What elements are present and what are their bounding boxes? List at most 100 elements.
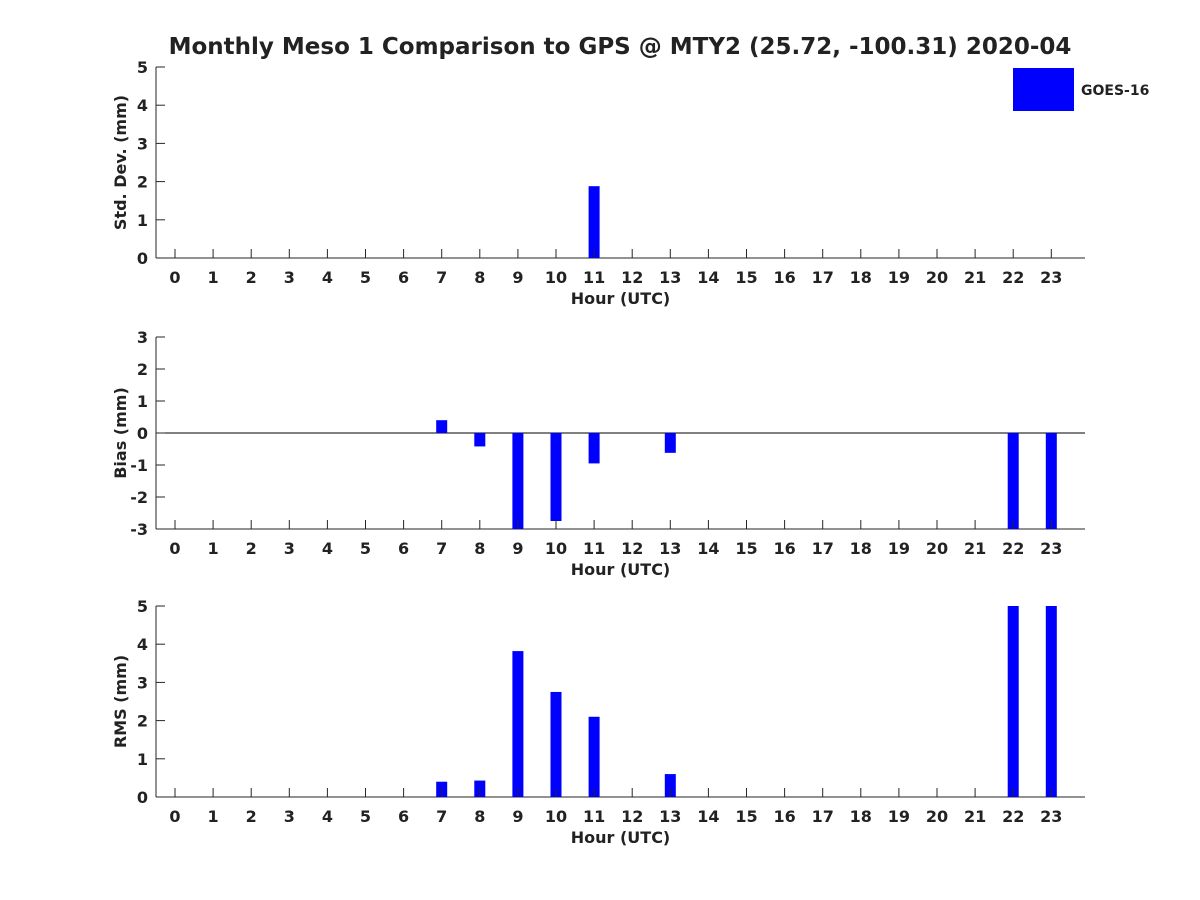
x-tick-label: 20: [926, 807, 948, 826]
bar-hour-10: [550, 433, 562, 521]
x-tick-label: 1: [208, 807, 219, 826]
x-tick-label: 4: [322, 807, 333, 826]
x-tick-label: 3: [284, 268, 295, 287]
y-tick-label: 0: [137, 788, 148, 807]
bar-hour-23: [1045, 433, 1057, 529]
y-tick-label: 5: [137, 58, 148, 77]
x-tick-label: 2: [246, 807, 257, 826]
y-tick-label: 4: [137, 635, 148, 654]
x-tick-label: 13: [659, 539, 681, 558]
bar-hour-22: [1007, 606, 1019, 797]
x-tick-label: 17: [812, 539, 834, 558]
figure-title: Monthly Meso 1 Comparison to GPS @ MTY2 …: [169, 34, 1072, 60]
y-axis-label: Std. Dev. (mm): [111, 95, 130, 230]
x-tick-label: 6: [398, 268, 409, 287]
x-tick-label: 9: [512, 539, 523, 558]
y-tick-label: -2: [130, 488, 148, 507]
y-tick-label: 3: [137, 673, 148, 692]
x-tick-label: 5: [360, 807, 371, 826]
x-tick-label: 7: [436, 539, 447, 558]
x-tick-label: 4: [322, 268, 333, 287]
x-tick-label: 21: [964, 539, 986, 558]
x-tick-label: 12: [621, 268, 643, 287]
y-tick-label: 1: [137, 392, 148, 411]
y-tick-label: 0: [137, 424, 148, 443]
x-tick-label: 21: [964, 807, 986, 826]
x-tick-label: 6: [398, 539, 409, 558]
x-tick-label: 17: [812, 807, 834, 826]
y-axis-label: Bias (mm): [111, 387, 130, 479]
x-tick-label: 1: [208, 268, 219, 287]
x-tick-label: 10: [545, 539, 567, 558]
bar-hour-13: [664, 774, 676, 797]
x-tick-label: 0: [169, 807, 180, 826]
x-tick-label: 10: [545, 807, 567, 826]
x-tick-label: 20: [926, 268, 948, 287]
y-tick-label: 2: [137, 173, 148, 192]
x-tick-label: 8: [474, 539, 485, 558]
y-tick-label: 2: [137, 360, 148, 379]
y-tick-label: 3: [137, 134, 148, 153]
y-tick-label: 1: [137, 750, 148, 769]
y-tick-label: 2: [137, 712, 148, 731]
x-tick-label: 22: [1002, 539, 1024, 558]
x-tick-label: 17: [812, 268, 834, 287]
y-tick-label: 4: [137, 96, 148, 115]
x-tick-label: 20: [926, 539, 948, 558]
x-tick-label: 2: [246, 539, 257, 558]
x-tick-label: 16: [773, 268, 795, 287]
bar-hour-9: [512, 433, 524, 529]
x-tick-label: 11: [583, 268, 605, 287]
x-tick-label: 6: [398, 807, 409, 826]
x-tick-label: 3: [284, 807, 295, 826]
x-tick-label: 14: [697, 539, 719, 558]
x-tick-label: 3: [284, 539, 295, 558]
x-tick-label: 22: [1002, 807, 1024, 826]
y-tick-label: -3: [130, 520, 148, 539]
x-tick-label: 19: [888, 807, 910, 826]
bar-hour-13: [664, 433, 676, 453]
legend-swatch: [1013, 68, 1074, 111]
bar-hour-11: [588, 186, 600, 258]
x-tick-label: 18: [850, 807, 872, 826]
legend-label: GOES-16: [1081, 83, 1149, 99]
legend: GOES-16: [1013, 68, 1149, 111]
x-tick-label: 18: [850, 539, 872, 558]
x-tick-label: 9: [512, 268, 523, 287]
x-tick-label: 9: [512, 807, 523, 826]
x-tick-label: 11: [583, 539, 605, 558]
x-tick-label: 7: [436, 807, 447, 826]
x-tick-label: 15: [735, 539, 757, 558]
x-tick-label: 23: [1040, 268, 1062, 287]
x-tick-label: 7: [436, 268, 447, 287]
x-axis-label: Hour (UTC): [571, 828, 671, 847]
x-tick-label: 21: [964, 268, 986, 287]
x-tick-label: 4: [322, 539, 333, 558]
y-tick-label: 3: [137, 328, 148, 347]
bar-hour-10: [550, 691, 562, 797]
x-tick-label: 2: [246, 268, 257, 287]
x-tick-label: 12: [621, 539, 643, 558]
x-tick-label: 1: [208, 539, 219, 558]
bar-hour-11: [588, 716, 600, 797]
x-tick-label: 14: [697, 807, 719, 826]
x-tick-label: 8: [474, 807, 485, 826]
x-tick-label: 16: [773, 539, 795, 558]
x-tick-label: 19: [888, 539, 910, 558]
x-tick-label: 16: [773, 807, 795, 826]
x-tick-label: 19: [888, 268, 910, 287]
x-tick-label: 22: [1002, 268, 1024, 287]
x-tick-label: 23: [1040, 539, 1062, 558]
x-tick-label: 0: [169, 539, 180, 558]
x-tick-label: 18: [850, 268, 872, 287]
bar-hour-11: [588, 433, 600, 464]
x-axis-label: Hour (UTC): [571, 289, 671, 308]
x-tick-label: 8: [474, 268, 485, 287]
x-tick-label: 23: [1040, 807, 1062, 826]
y-axis-label: RMS (mm): [111, 655, 130, 748]
bar-hour-22: [1007, 433, 1019, 529]
